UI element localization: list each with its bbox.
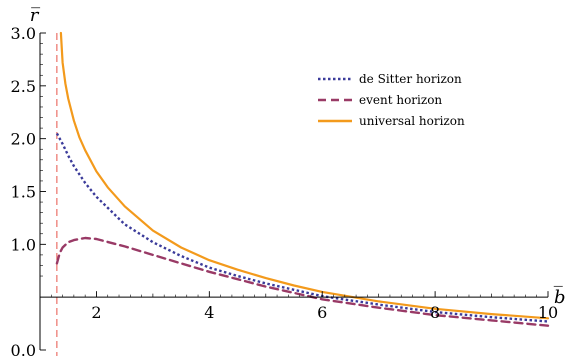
x-tick-label: 8: [430, 303, 440, 322]
y-tick-label: 2.0: [11, 130, 36, 149]
legend-label: event horizon: [359, 93, 442, 107]
x-tick-label: 10: [538, 303, 558, 322]
legend-label: universal horizon: [359, 114, 465, 128]
x-tick-label: 6: [317, 303, 327, 322]
x-ticks: 2 4 6 8 10: [39, 291, 558, 322]
series-lines: [55, 31, 550, 327]
x-tick-label: 4: [204, 303, 214, 322]
y-ticks: 0.0 1.0 1.5 2.0 2.5 3.0: [11, 24, 46, 360]
y-tick-label: 1.5: [11, 183, 36, 202]
x-tick-label: 2: [91, 303, 101, 322]
series-line-de-sitter-horizon: [55, 132, 549, 323]
y-tick-label: 3.0: [11, 24, 36, 43]
series-line-event-horizon: [55, 236, 550, 327]
legend-label: de Sitter horizon: [359, 72, 462, 86]
axes: [39, 33, 548, 350]
y-tick-label: 1.0: [11, 235, 36, 254]
legend: de Sitter horizon event horizon universal …: [318, 72, 465, 128]
y-axis-label: r̅: [30, 5, 40, 26]
y-tick-label: 2.5: [11, 77, 36, 96]
y-tick-label: 0.0: [11, 341, 36, 360]
series-line-universal-horizon: [59, 31, 550, 320]
x-axis-label: b̅: [554, 285, 566, 308]
